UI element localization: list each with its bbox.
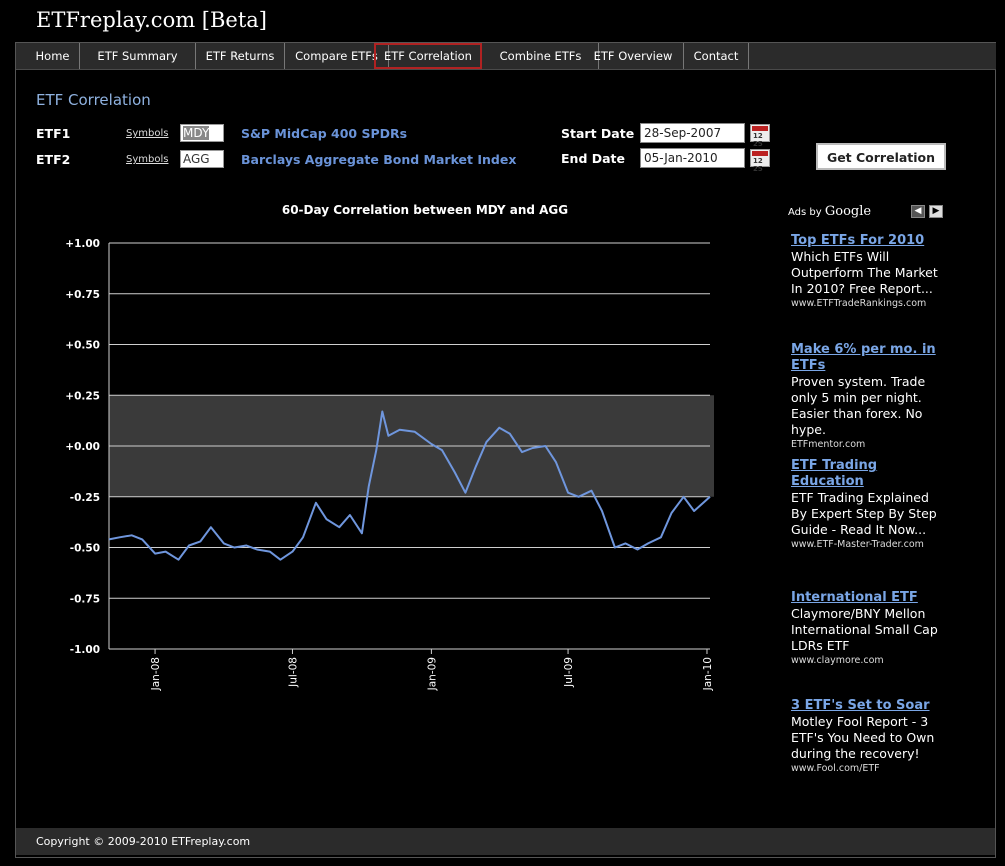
calendar-icon[interactable]: 12 25 [750, 149, 770, 173]
ad-item: Make 6% per mo. in ETFs Proven system. T… [791, 342, 946, 451]
x-tick-label: Jan-10 [702, 657, 714, 691]
nav-etf-correlation[interactable]: ETF Correlation [374, 43, 482, 69]
ads-prev-icon[interactable]: ◀ [911, 205, 925, 218]
y-tick-label: -0.25 [70, 492, 100, 504]
correlation-line [108, 410, 711, 561]
y-tick-label: -0.50 [70, 543, 100, 555]
google-logo: Google [824, 204, 872, 219]
etf1-name-link[interactable]: S&P MidCap 400 SPDRs [241, 126, 408, 141]
nav-etf-summary[interactable]: ETF Summary [80, 43, 196, 69]
ad-url[interactable]: www.ETFTradeRankings.com [791, 298, 927, 309]
footer: Copyright © 2009-2010 ETFreplay.com [16, 828, 995, 855]
ads-label: Ads by [788, 207, 822, 218]
y-tick-label: +0.00 [65, 441, 100, 453]
etf2-symbols-link[interactable]: Symbols [126, 154, 169, 165]
nav-contact[interactable]: Contact [684, 43, 749, 69]
calendar-icon[interactable]: 12 25 [750, 124, 770, 148]
end-date-input[interactable]: 05-Jan-2010 [640, 148, 745, 168]
ad-title-link[interactable]: Make 6% per mo. in ETFs [791, 342, 936, 373]
ad-url[interactable]: ETFmentor.com [791, 439, 866, 450]
y-tick-label: +1.00 [65, 238, 100, 250]
etf1-symbols-link[interactable]: Symbols [126, 128, 169, 139]
ad-title-link[interactable]: ETF Trading Education [791, 458, 878, 489]
ad-item: Top ETFs For 2010 Which ETFs Will Outper… [791, 233, 946, 310]
ad-item: ETF Trading Education ETF Trading Explai… [791, 458, 946, 551]
ad-title-link[interactable]: Top ETFs For 2010 [791, 233, 925, 248]
etf1-symbol-value: MDY [183, 126, 210, 140]
nav-home[interactable]: Home [26, 43, 80, 69]
nav-combine-etfs[interactable]: Combine ETFs [483, 43, 599, 69]
ad-url[interactable]: www.Fool.com/ETF [791, 763, 880, 774]
ad-body: ETF Trading Explained By Expert Step By … [791, 490, 937, 537]
ads-next-icon[interactable]: ▶ [929, 205, 943, 218]
ad-item: International ETF Claymore/BNY Mellon In… [791, 590, 946, 667]
ad-body: Claymore/BNY Mellon International Small … [791, 606, 938, 653]
y-tick-label: -1.00 [70, 644, 100, 656]
nav-compare-etfs[interactable]: Compare ETFs [285, 43, 389, 69]
ad-url[interactable]: www.ETF-Master-Trader.com [791, 539, 924, 550]
start-date-input[interactable]: 28-Sep-2007 [640, 123, 745, 143]
etf2-symbol-input[interactable]: AGG [180, 150, 224, 168]
ad-body: Motley Fool Report - 3 ETF's You Need to… [791, 714, 935, 761]
x-tick-label: Jan-08 [150, 657, 162, 691]
y-tick-label: +0.25 [65, 390, 100, 402]
ad-item: 3 ETF's Set to Soar Motley Fool Report -… [791, 698, 946, 775]
y-tick-label: +0.50 [65, 340, 100, 352]
ad-url[interactable]: www.claymore.com [791, 655, 884, 666]
get-correlation-button[interactable]: Get Correlation [816, 143, 946, 170]
x-tick-label: Jul-08 [287, 657, 299, 688]
y-tick-label: +0.75 [65, 289, 100, 301]
copyright-text: Copyright © 2009-2010 ETFreplay.com [36, 835, 251, 848]
y-tick-label: -0.75 [70, 593, 100, 605]
etf1-symbol-input[interactable]: MDY [180, 124, 224, 142]
ads-by-google: Ads by Google [788, 204, 871, 219]
page-heading: ETF Correlation [36, 91, 151, 109]
etf1-label: ETF1 [36, 126, 71, 141]
ad-body: Which ETFs Will Outperform The Market In… [791, 249, 938, 296]
x-tick-label: Jan-09 [426, 657, 438, 691]
ad-title-link[interactable]: International ETF [791, 590, 918, 605]
ad-body: Proven system. Trade only 5 min per nigh… [791, 374, 926, 437]
chart-title: 60-Day Correlation between MDY and AGG [281, 203, 569, 217]
etf2-name-link[interactable]: Barclays Aggregate Bond Market Index [241, 152, 517, 167]
site-title: ETFreplay.com [Beta] [36, 8, 267, 32]
page-frame [15, 42, 996, 858]
correlation-chart: +1.00 +0.75 +0.50 +0.25 +0.00 -0.25 -0.50 -0.75… [65, 238, 714, 691]
etf2-symbol-value: AGG [183, 152, 210, 166]
start-date-label: Start Date [561, 126, 635, 141]
x-tick-label: Jul-09 [563, 657, 575, 688]
nav-etf-returns[interactable]: ETF Returns [196, 43, 285, 69]
main-nav: Home ETF Summary ETF Returns Compare ETF… [16, 43, 996, 70]
ad-title-link[interactable]: 3 ETF's Set to Soar [791, 698, 930, 713]
nav-etf-overview[interactable]: ETF Overview [583, 43, 684, 69]
etf2-label: ETF2 [36, 152, 71, 167]
end-date-label: End Date [561, 151, 626, 166]
